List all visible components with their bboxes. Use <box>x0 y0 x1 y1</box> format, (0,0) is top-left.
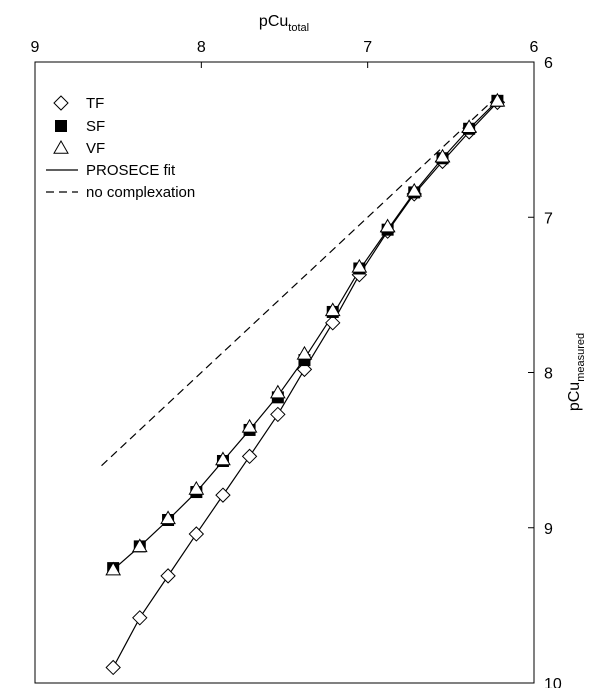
data-point-vf <box>215 451 231 466</box>
data-point-vf <box>241 418 258 433</box>
legend-label-tf: TF <box>86 95 104 112</box>
data-point-vf <box>160 510 176 525</box>
x-tick-label: 7 <box>363 39 372 56</box>
x-tick-label: 9 <box>31 39 40 56</box>
legend-symbol-tf <box>53 95 69 111</box>
data-point-vf <box>105 561 122 576</box>
data-point-tf <box>215 487 231 503</box>
legend-label-prosece-fit: PROSECE fit <box>86 162 176 179</box>
x-axis-title-main: pCu <box>259 13 288 30</box>
x-tick-label: 8 <box>197 39 206 56</box>
y-axis-title-sub: measured <box>575 333 587 382</box>
legend-symbol-vf <box>53 139 69 154</box>
y-axis-title: pCumeasured <box>566 333 587 411</box>
y-tick-label: 9 <box>544 521 553 538</box>
data-point-vf <box>489 92 506 107</box>
y-axis: 6 7 8 9 10 <box>528 55 562 688</box>
legend-label-no-complexation: no complexation <box>86 184 195 201</box>
y-tick-label: 7 <box>544 210 553 227</box>
data-point-tf <box>188 526 205 542</box>
y-tick-label: 6 <box>544 55 553 72</box>
y-tick-label: 10 <box>544 676 562 688</box>
series-lines <box>101 92 502 668</box>
data-point-tf <box>270 406 286 423</box>
data-point-vf <box>434 148 451 163</box>
x-tick-label: 6 <box>530 39 539 56</box>
data-point-vf <box>324 302 341 317</box>
legend: TF SF VF PROSECE fit no complexation <box>46 95 195 201</box>
legend-label-sf: SF <box>86 118 105 135</box>
legend-label-vf: VF <box>86 140 105 157</box>
y-axis-title-main: pCu <box>566 382 583 411</box>
data-point-vf <box>406 182 423 197</box>
legend-symbol-sf <box>55 120 67 132</box>
data-point-vf <box>188 480 205 495</box>
data-point-tf <box>325 315 341 331</box>
y-tick-label: 8 <box>544 366 553 383</box>
data-point-tf <box>241 448 258 465</box>
plot-frame <box>34 61 535 684</box>
data-point-tf <box>105 659 121 676</box>
data-point-vf <box>351 258 368 273</box>
data-point-vf <box>269 384 286 399</box>
data-point-vf <box>379 218 396 233</box>
data-point-tf <box>160 568 176 584</box>
series-line-no-complexation <box>101 92 502 467</box>
x-axis-title: pCutotal <box>259 13 309 34</box>
data-point-tf <box>132 610 148 626</box>
data-point-vf <box>131 538 148 553</box>
data-point-vf <box>296 345 313 360</box>
data-point-vf <box>461 119 477 133</box>
x-axis: 9 8 7 6 <box>31 39 539 68</box>
x-axis-title-sub: total <box>288 22 309 34</box>
series-markers <box>105 92 506 676</box>
